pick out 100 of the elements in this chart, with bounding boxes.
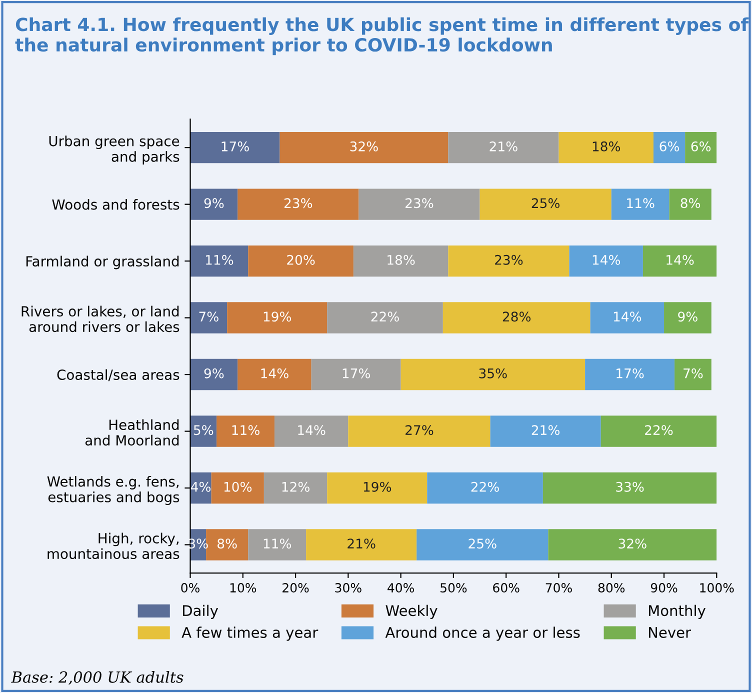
data-label: 19% bbox=[264, 312, 292, 322]
legend-label: Weekly bbox=[386, 604, 438, 619]
data-label: 11% bbox=[627, 198, 654, 208]
data-label: 27% bbox=[406, 425, 434, 436]
data-label: 23% bbox=[495, 254, 523, 265]
bar bbox=[490, 416, 601, 447]
data-label: 4% bbox=[190, 482, 211, 492]
data-label: 14% bbox=[261, 368, 288, 378]
bar bbox=[416, 529, 548, 560]
bar bbox=[569, 245, 643, 277]
data-label: 35% bbox=[479, 368, 507, 378]
data-label: 5% bbox=[194, 425, 214, 436]
data-label: 14% bbox=[592, 254, 620, 265]
bar bbox=[685, 132, 717, 164]
data-label: 12% bbox=[282, 482, 310, 492]
data-label: 8% bbox=[680, 198, 700, 208]
bar bbox=[280, 132, 448, 164]
bar bbox=[264, 472, 328, 504]
data-label: 8% bbox=[218, 538, 237, 549]
bar bbox=[442, 302, 590, 334]
bar bbox=[190, 416, 217, 447]
bar bbox=[353, 245, 448, 277]
data-label: 25% bbox=[532, 198, 560, 208]
bar bbox=[211, 472, 264, 504]
data-label: 9% bbox=[678, 312, 698, 322]
bar bbox=[611, 188, 670, 220]
data-label: 11% bbox=[264, 538, 292, 549]
bar bbox=[653, 132, 686, 164]
y-tick-label: High, rocky, mountainous areas bbox=[48, 532, 180, 560]
y-tick-label: Wetlands e.g. fens, estuaries and bogs bbox=[47, 476, 180, 505]
data-label: 33% bbox=[616, 482, 644, 492]
x-tick-label: 90% bbox=[650, 583, 678, 593]
bar bbox=[306, 529, 417, 560]
bar bbox=[542, 472, 717, 504]
bar bbox=[190, 132, 280, 164]
data-label: 7% bbox=[684, 368, 703, 378]
data-label: 21% bbox=[532, 425, 560, 436]
bar bbox=[206, 529, 248, 560]
bar bbox=[216, 416, 274, 447]
data-label: 11% bbox=[206, 254, 234, 265]
x-tick-label: 10% bbox=[230, 583, 256, 593]
bar bbox=[448, 245, 570, 277]
data-label: 25% bbox=[468, 538, 496, 549]
data-label: 17% bbox=[616, 368, 644, 378]
legend-label: Monthly bbox=[648, 604, 706, 619]
bar bbox=[238, 188, 359, 220]
bar bbox=[311, 358, 401, 390]
bar bbox=[238, 358, 312, 390]
data-label: 23% bbox=[284, 198, 312, 208]
bar bbox=[248, 245, 354, 277]
bar bbox=[642, 245, 717, 277]
legend-label: A few times a year bbox=[182, 626, 318, 641]
data-label: 14% bbox=[298, 425, 326, 436]
x-tick-label: 20% bbox=[282, 583, 309, 593]
bar bbox=[448, 132, 559, 164]
bar bbox=[664, 302, 712, 334]
bar bbox=[327, 302, 443, 334]
x-tick-label: 30% bbox=[335, 583, 362, 593]
bar bbox=[600, 416, 717, 447]
bar bbox=[274, 416, 348, 447]
x-tick-label: 40% bbox=[388, 583, 414, 593]
data-label: 14% bbox=[666, 254, 694, 265]
bar bbox=[590, 302, 664, 334]
x-tick-label: 50% bbox=[440, 583, 467, 593]
bar bbox=[480, 188, 612, 220]
data-label: 32% bbox=[350, 141, 378, 152]
data-label: 17% bbox=[222, 141, 249, 152]
bar bbox=[190, 302, 228, 334]
data-label: 22% bbox=[371, 312, 399, 322]
legend-label: Never bbox=[648, 627, 692, 638]
x-tick-label: 100% bbox=[700, 583, 734, 593]
bar bbox=[227, 302, 328, 334]
data-label: 22% bbox=[471, 482, 499, 492]
data-label: 22% bbox=[645, 425, 673, 436]
data-label: 21% bbox=[490, 141, 518, 152]
bar bbox=[327, 472, 428, 504]
bar bbox=[358, 188, 480, 220]
x-tick-label: 70% bbox=[546, 583, 572, 593]
data-label: 21% bbox=[348, 538, 376, 549]
y-tick-label: Farmland or grassland bbox=[26, 256, 179, 270]
bar bbox=[548, 529, 717, 560]
y-tick-label: Woods and forests bbox=[52, 199, 180, 210]
x-tick-label: 80% bbox=[598, 583, 625, 593]
data-label: 18% bbox=[388, 254, 415, 265]
data-label: 28% bbox=[502, 312, 531, 322]
bar bbox=[400, 358, 586, 390]
bar bbox=[669, 188, 712, 220]
y-tick-label: Urban green space and parks bbox=[49, 136, 180, 165]
bar bbox=[427, 472, 543, 504]
data-label: 19% bbox=[364, 482, 392, 492]
y-tick-label: Rivers or lakes, or land around rivers or lakes bbox=[22, 306, 180, 332]
bar bbox=[674, 358, 712, 390]
data-label: 17% bbox=[342, 368, 370, 378]
data-label: 9% bbox=[204, 198, 224, 208]
data-label: 20% bbox=[287, 254, 315, 265]
bar bbox=[585, 358, 675, 390]
y-tick-label: Heathland and Moorland bbox=[85, 419, 179, 446]
x-tick-label: 0% bbox=[181, 583, 200, 593]
y-tick-label: Coastal/sea areas bbox=[57, 369, 180, 382]
data-label: 11% bbox=[232, 425, 260, 436]
